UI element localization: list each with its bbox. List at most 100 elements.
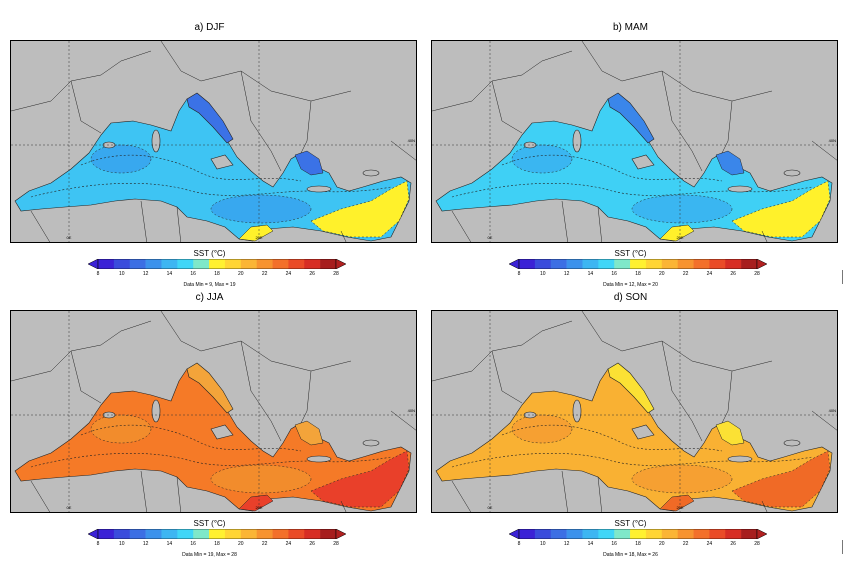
lon-label: 0E [488,505,493,510]
warm-zone [238,494,274,512]
colorbar-tick-label: 20 [659,541,665,547]
colorbar-tick-labels: 8 10 12 14 16 18 20 22 24 26 28 [88,271,346,279]
colorbar-segment [209,259,226,269]
colorbar-high-arrow [756,529,767,539]
colorbar [509,259,767,269]
contour-zone [511,414,573,444]
panel-title: c) JJA [195,292,224,303]
colorbar-high-arrow [756,259,767,269]
colorbar-tick-labels: 8 10 12 14 16 18 20 22 24 26 28 [88,541,346,549]
colorbar-segment [288,529,305,539]
colorbar-segment [129,259,146,269]
colorbar-tick-labels: 8 10 12 14 16 18 20 22 24 26 28 [509,541,767,549]
warm-zone [659,224,695,242]
sst-map: 40N 0E 20E [431,310,838,513]
aegean-sea [294,150,324,176]
sst-map: 40N 0E 20E [10,310,417,513]
island-corsica-sardinia [572,129,582,153]
contour-zone [210,194,312,224]
colorbar-segment [550,529,567,539]
contour-line [30,453,392,468]
sea-area [14,98,412,242]
colorbar-segment [224,259,242,269]
adriatic-sea [186,92,234,144]
aegean-sea [715,420,745,446]
colorbar-tick-label: 14 [587,271,594,277]
colorbar-segment [741,259,758,269]
colorbar-high-arrow [335,529,346,539]
country-border [561,470,568,512]
country-border [11,50,152,112]
colorbar-segment [177,259,194,269]
island-crete [727,455,753,463]
contour-zone [210,464,312,494]
colorbar-segment [304,259,321,269]
colorbar-tick-label: 10 [119,541,125,547]
colorbar-segment [320,259,337,269]
island-corsica-sardinia [151,129,161,153]
colorbar-tick-label: 8 [517,541,521,547]
contour-zone [90,414,152,444]
colorbar-segment [550,259,567,269]
colorbar-tick-label: 24 [706,541,713,547]
colorbar-tick-labels: 8 10 12 14 16 18 20 22 24 26 28 [509,271,767,279]
colorbar-tick-label: 22 [261,541,268,547]
panel-djf: a) DJF 40N 0E 20E SST (°C) 8 10 12 14 16 18 20 22… [2,22,417,294]
data-min-max: Data Min = 9, Max = 19 [183,282,236,288]
contour-line [451,453,813,468]
lon-label: 20E [676,505,683,510]
island-sicily [631,424,655,440]
country-border [140,470,147,512]
colorbar-low-arrow [88,259,99,269]
colorbar-segment [709,529,726,539]
contour-zone [631,464,733,494]
colorbar-tick-label: 8 [96,271,100,277]
warm-zone [310,180,410,238]
country-border [140,200,147,242]
country-border [432,50,573,112]
colorbar-segment [113,529,131,539]
lat-label: 40N [829,408,836,413]
colorbar-tick-label: 8 [96,541,100,547]
colorbar-tick-label: 26 [309,541,315,547]
colorbar-segment [725,529,742,539]
colorbar-tick-label: 10 [119,271,125,277]
country-border [340,230,347,242]
colorbar-segment [566,259,583,269]
colorbar-segment [614,259,631,269]
colorbar-low-arrow [509,259,520,269]
colorbar-segment [193,259,210,269]
sea-area [435,98,833,242]
sst-map: 40N 0E 20E [431,40,838,243]
island-cyprus [362,169,380,177]
panel-jja: c) JJA 40N 0E 20E SST (°C) 8 10 12 14 16 18 20 22… [2,292,417,564]
lon-label: 20E [255,505,262,510]
colorbar-segment [519,529,536,539]
colorbar [88,529,346,539]
warm-zone [731,450,831,508]
colorbar-segment [677,529,694,539]
colorbar-tick-label: 14 [166,541,173,547]
country-border [432,320,573,382]
country-border [30,480,51,512]
colorbar-tick-label: 10 [540,541,546,547]
colorbar-segment [161,259,178,269]
country-border [811,410,837,431]
country-border [70,350,102,404]
contour-line [501,154,723,182]
colorbar-segment [320,529,337,539]
colorbar-segment [677,259,694,269]
colorbar-tick-label: 28 [333,271,339,277]
colorbar-tick-label: 22 [682,541,689,547]
country-border [451,480,472,512]
country-border [721,370,733,424]
colorbar-tick-label: 16 [190,541,196,547]
colorbar-tick-label: 16 [611,271,617,277]
colorbar-tick-label: 18 [635,271,641,277]
island-cyprus [783,439,801,447]
country-border [11,320,152,382]
warm-zone [659,494,695,512]
lat-label: 40N [408,138,415,143]
colorbar-segment [598,259,615,269]
colorbar-segment [582,529,599,539]
